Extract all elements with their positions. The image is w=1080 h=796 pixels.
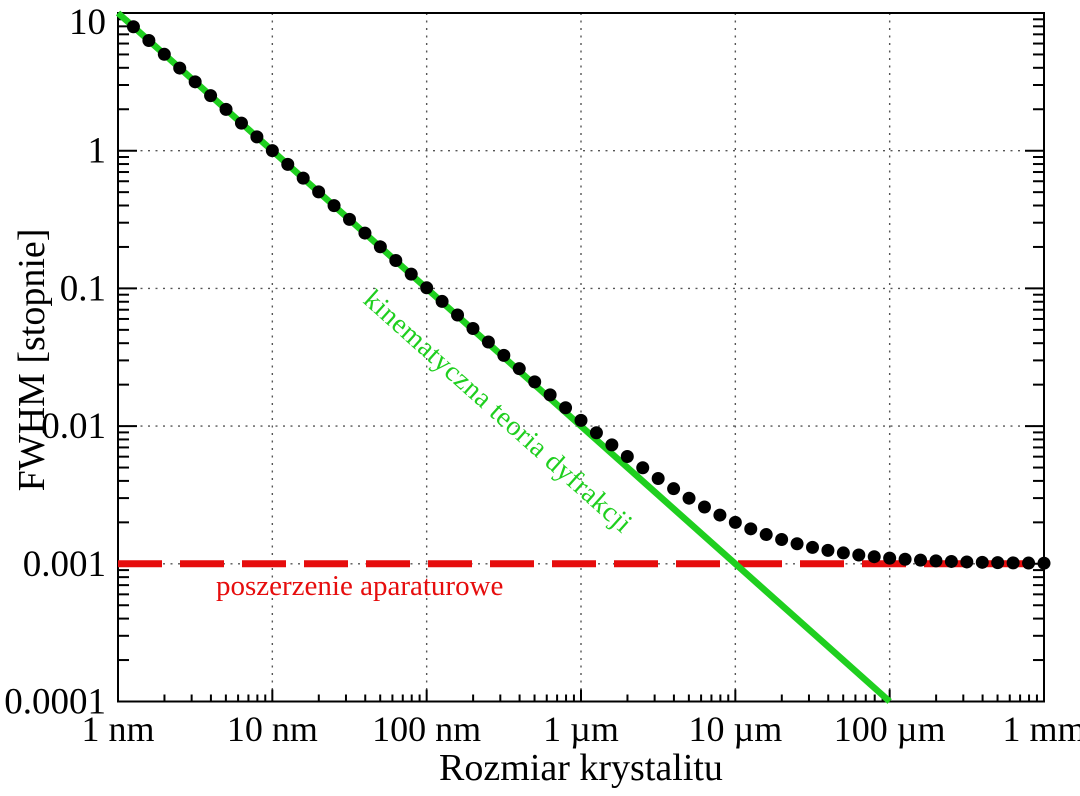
data-point xyxy=(667,482,681,496)
data-point xyxy=(373,240,387,254)
data-point xyxy=(991,556,1005,570)
data-point xyxy=(265,144,279,158)
data-point xyxy=(759,528,773,542)
data-point xyxy=(806,540,820,554)
data-point xyxy=(451,308,465,322)
data-point xyxy=(142,34,156,48)
data-point xyxy=(620,450,634,464)
x-tick-label: 1 nm xyxy=(81,709,154,749)
data-point xyxy=(466,322,480,336)
plot-frame xyxy=(117,12,1045,703)
y-tick-label: 0.0001 xyxy=(4,682,106,723)
x-tick-label: 10 nm xyxy=(227,709,318,749)
x-tick-label: 1 µm xyxy=(543,709,619,749)
data-point xyxy=(312,185,326,199)
data-point xyxy=(188,75,202,89)
data-point xyxy=(435,294,449,308)
y-tick-label: 10 xyxy=(69,2,106,43)
data-point xyxy=(497,348,511,362)
y-tick-label: 0.1 xyxy=(60,268,106,309)
data-point xyxy=(481,335,495,349)
data-point xyxy=(157,47,171,61)
x-tick-label: 100 µm xyxy=(834,709,946,749)
data-point xyxy=(883,551,897,565)
data-point xyxy=(250,130,264,144)
data-point xyxy=(512,362,526,376)
data-point xyxy=(728,515,742,529)
data-point xyxy=(1006,556,1020,570)
x-tick-label: 10 µm xyxy=(688,709,782,749)
data-point xyxy=(358,226,372,240)
data-point xyxy=(173,61,187,75)
data-point xyxy=(960,555,974,569)
x-tick-label: 100 nm xyxy=(372,709,481,749)
data-point xyxy=(389,253,403,267)
data-point xyxy=(296,171,310,185)
data-point xyxy=(1022,556,1036,570)
data-point xyxy=(944,554,958,568)
data-point xyxy=(420,281,434,295)
data-point xyxy=(867,550,881,564)
x-tick-label: 1 mm xyxy=(1002,709,1080,749)
data-point xyxy=(559,401,573,415)
data-point xyxy=(697,500,711,514)
data-point xyxy=(1037,556,1051,570)
data-point xyxy=(929,554,943,568)
data-point xyxy=(852,548,866,562)
y-tick-label: 1 xyxy=(88,131,107,172)
data-point xyxy=(682,491,696,505)
data-point xyxy=(343,212,357,226)
data-point xyxy=(836,546,850,560)
data-point xyxy=(775,533,789,547)
data-point xyxy=(404,267,418,281)
data-point xyxy=(589,426,603,440)
data-point xyxy=(975,555,989,569)
x-axis-title: Rozmiar krystalitu xyxy=(439,747,723,789)
data-point xyxy=(651,472,665,486)
data-point xyxy=(898,552,912,566)
data-point xyxy=(204,89,218,103)
data-point xyxy=(821,543,835,557)
data-point xyxy=(790,537,804,551)
data-point xyxy=(914,553,928,567)
data-point xyxy=(126,20,140,34)
data-point xyxy=(713,508,727,522)
data-point xyxy=(234,116,248,130)
y-tick-label: 0.001 xyxy=(23,544,106,585)
y-axis-title: FWHM [stopnie] xyxy=(11,228,53,492)
data-point xyxy=(281,157,295,171)
data-point xyxy=(543,388,557,402)
data-point xyxy=(327,199,341,213)
data-point xyxy=(636,461,650,475)
data-point xyxy=(744,522,758,536)
data-point xyxy=(219,102,233,116)
data-point xyxy=(605,438,619,452)
data-point xyxy=(528,375,542,389)
data-point xyxy=(574,413,588,427)
y-tick-label: 0.01 xyxy=(41,406,106,447)
annotation-instrumental-broadening: poszerzenie aparaturowe xyxy=(216,570,504,602)
